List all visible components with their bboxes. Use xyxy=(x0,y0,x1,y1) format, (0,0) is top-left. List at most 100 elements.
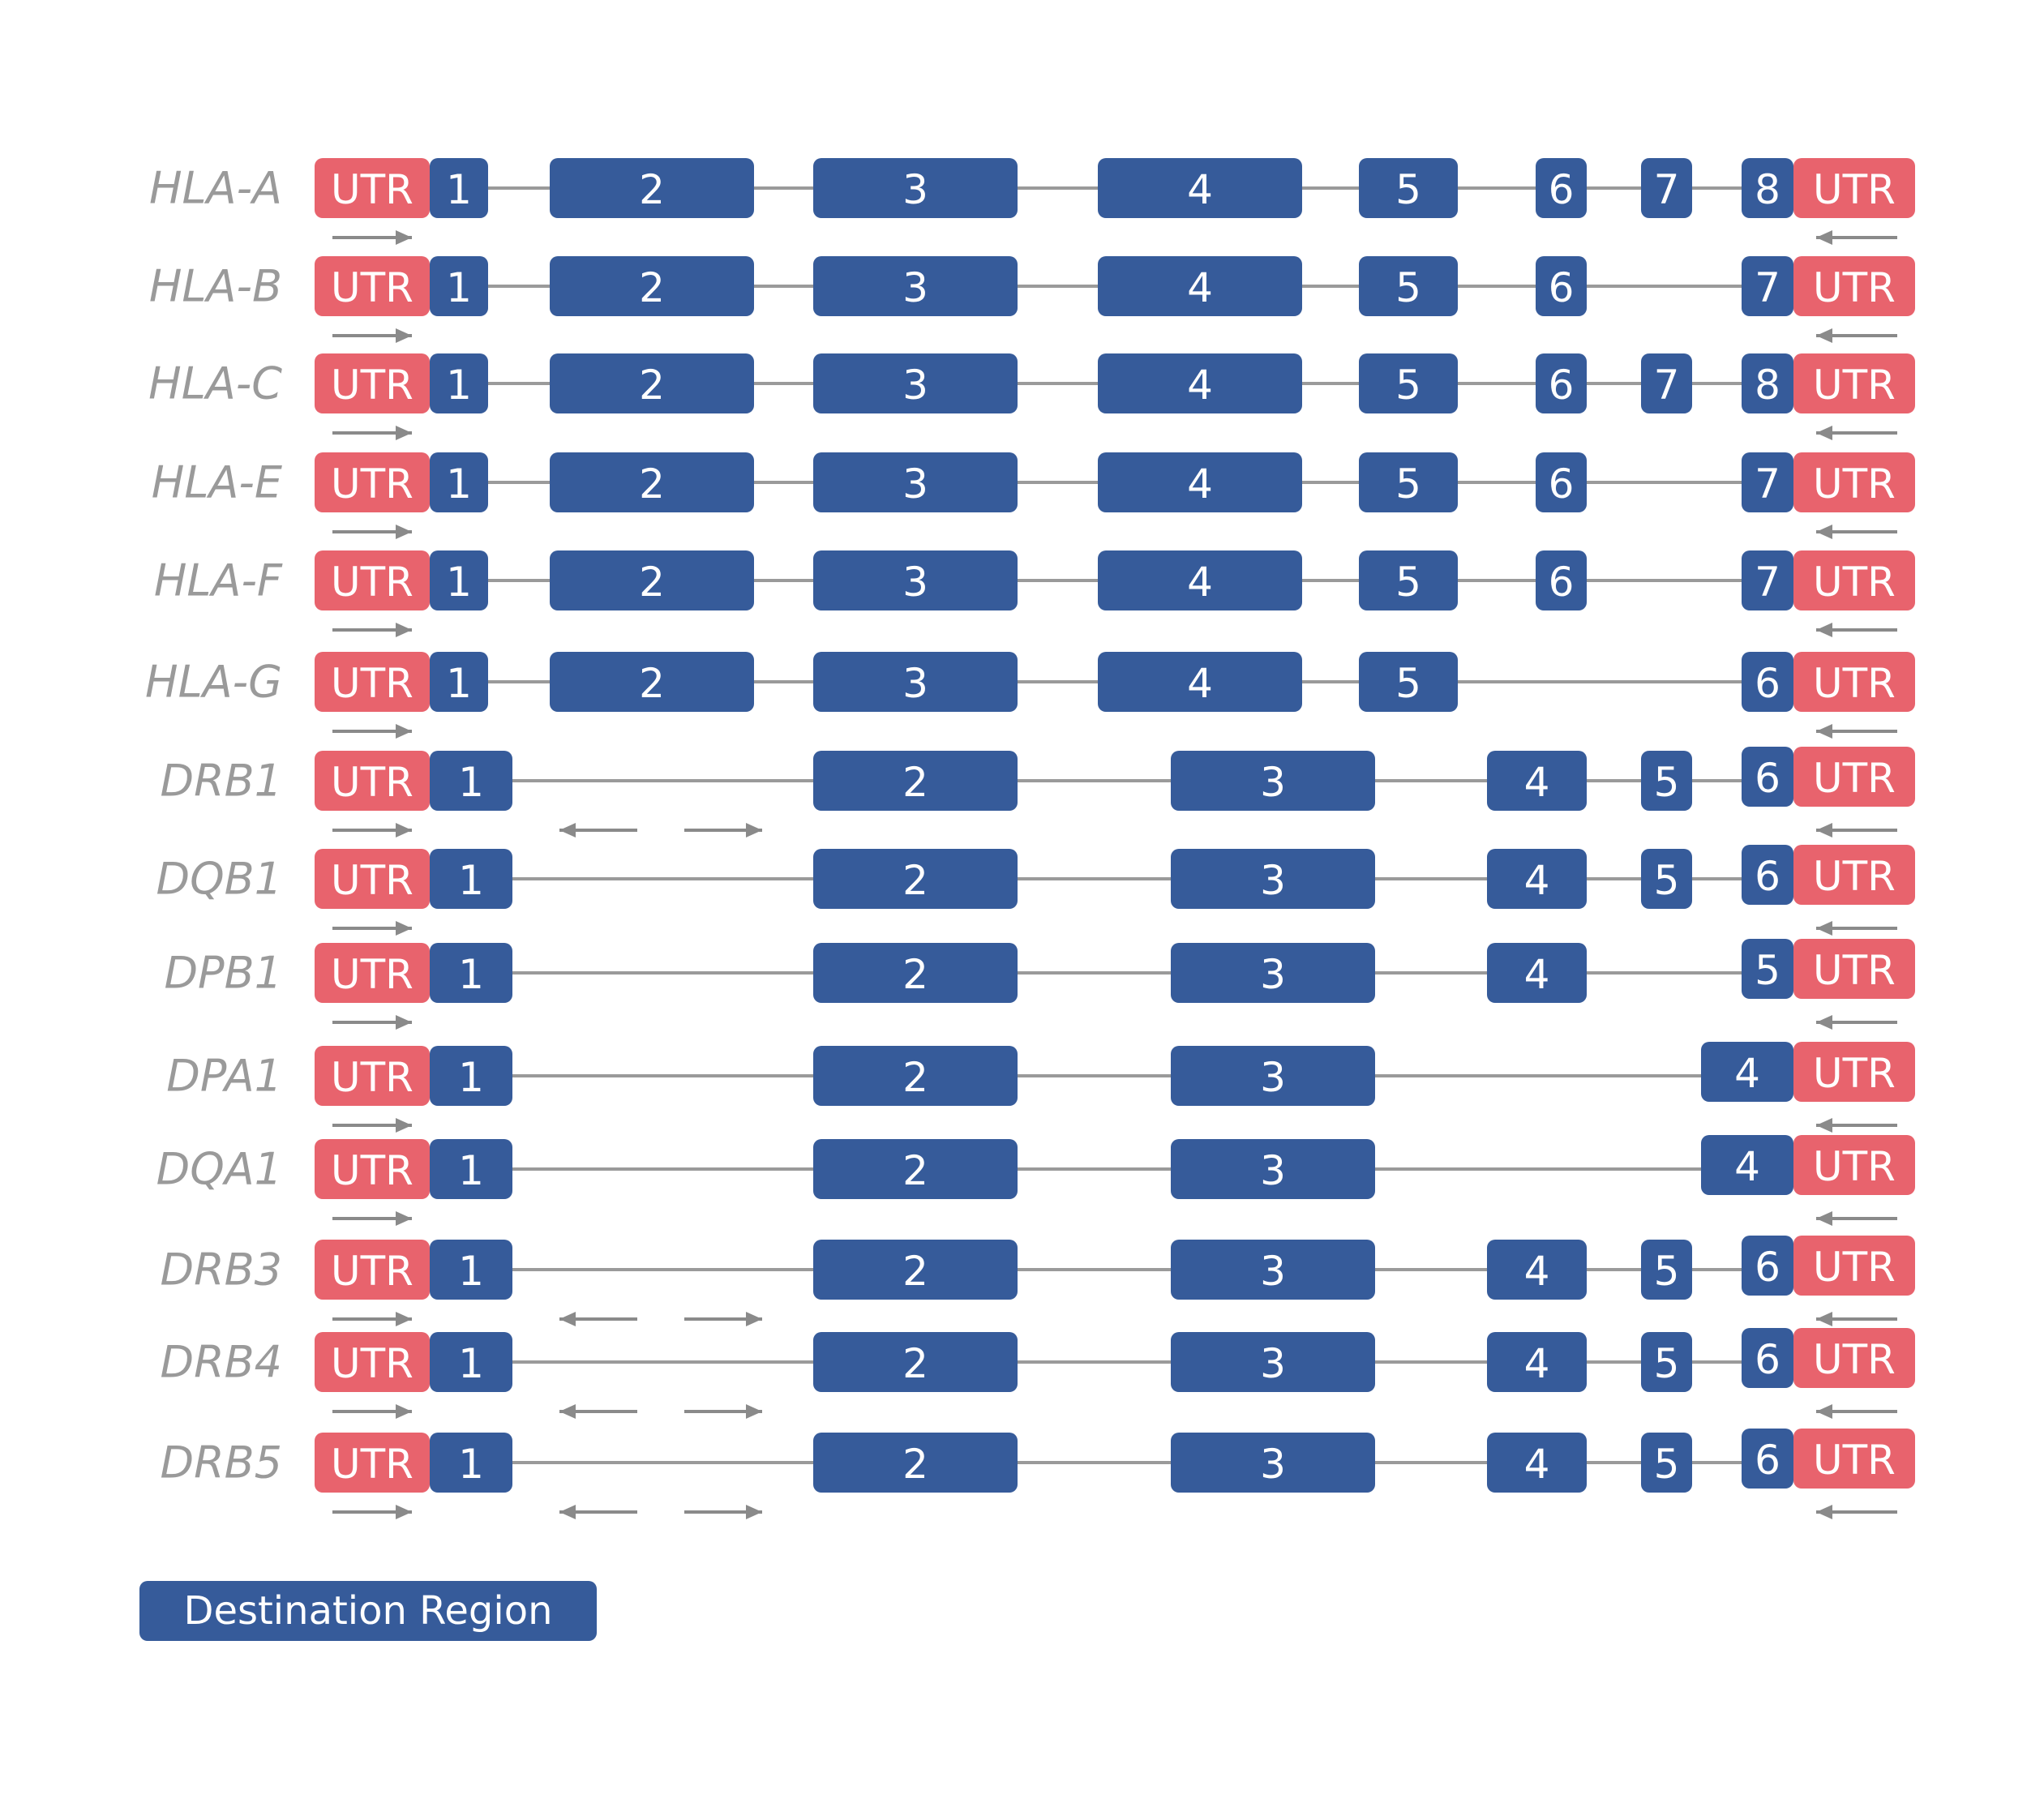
gene-row-drb3: DRB3 UTR UTR 1 2 3 4 5 6 xyxy=(160,1236,1915,1326)
arrow-left-icon xyxy=(1816,1312,1832,1326)
arrow-left-icon xyxy=(559,823,576,837)
utr-3prime xyxy=(1793,845,1915,905)
exon-number: 1 xyxy=(458,1248,484,1295)
arrow-left-icon xyxy=(1816,1505,1832,1519)
exon-number: 1 xyxy=(458,1441,484,1488)
exon-number: 3 xyxy=(1260,1147,1286,1194)
exon-number: 6 xyxy=(1755,1336,1780,1383)
arrow-left-icon xyxy=(559,1312,576,1326)
arrow-right-icon xyxy=(746,1404,762,1419)
exon-box xyxy=(813,652,1018,712)
exon-number: 7 xyxy=(1654,362,1680,409)
gene-label: HLA-B xyxy=(149,261,282,312)
exon-box xyxy=(1742,550,1793,610)
exon-number: 1 xyxy=(458,1147,484,1194)
utr-5prime xyxy=(315,550,430,610)
utr-3prime xyxy=(1793,353,1915,413)
exon-box xyxy=(1536,550,1587,610)
arrow-right-icon xyxy=(396,623,412,637)
exon-number: 3 xyxy=(1260,1248,1286,1295)
utr-3prime xyxy=(1793,652,1915,712)
exon-number: 1 xyxy=(446,166,472,213)
exon-box xyxy=(813,256,1018,316)
exon-box xyxy=(1171,943,1375,1003)
exon-box xyxy=(1098,452,1302,512)
exon-number: 1 xyxy=(458,1340,484,1387)
exon-number: 4 xyxy=(1524,951,1550,998)
utr-5prime xyxy=(315,1332,430,1392)
exon-box xyxy=(550,353,754,413)
exon-box xyxy=(1641,751,1692,811)
exon-box xyxy=(1171,1240,1375,1300)
exon-number: 1 xyxy=(458,951,484,998)
exon-box xyxy=(430,1332,512,1392)
exon-box xyxy=(1742,158,1793,218)
exon-number: 3 xyxy=(902,166,928,213)
utr-3prime xyxy=(1793,1236,1915,1296)
gene-row-drb1: DRB1 UTR UTR 1 2 3 4 5 6 xyxy=(160,747,1915,837)
utr-label: UTR xyxy=(1813,166,1896,213)
utr-3prime xyxy=(1793,158,1915,218)
exon-box xyxy=(1701,1135,1793,1195)
exon-box xyxy=(1487,1433,1587,1493)
exon-box xyxy=(430,256,488,316)
arrow-right-icon xyxy=(746,823,762,837)
exon-box xyxy=(1171,1332,1375,1392)
arrow-right-icon xyxy=(746,1312,762,1326)
gene-row-drb5: DRB5 UTR UTR 1 2 3 4 5 6 xyxy=(160,1429,1915,1519)
exon-box xyxy=(813,452,1018,512)
utr-label: UTR xyxy=(331,460,414,508)
utr-label: UTR xyxy=(331,759,414,806)
exon-number: 5 xyxy=(1395,460,1421,508)
exon-number: 4 xyxy=(1524,759,1550,806)
exon-box xyxy=(1536,353,1587,413)
arrow-right-icon xyxy=(746,1505,762,1519)
exon-number: 3 xyxy=(902,264,928,311)
exon-number: 1 xyxy=(458,759,484,806)
arrow-left-icon xyxy=(559,1505,576,1519)
arrow-right-icon xyxy=(396,1505,412,1519)
arrow-right-icon xyxy=(396,1312,412,1326)
utr-label: UTR xyxy=(331,1054,414,1101)
utr-label: UTR xyxy=(331,166,414,213)
exon-box xyxy=(1641,1332,1692,1392)
utr-5prime xyxy=(315,652,430,712)
arrow-left-icon xyxy=(1816,1211,1832,1226)
exon-box xyxy=(1359,550,1458,610)
exon-box xyxy=(430,1139,512,1199)
utr-5prime xyxy=(315,849,430,909)
gene-row-hla-a: HLA-A UTR UTR 1 2 3 4 5 6 7 8 xyxy=(149,158,1915,245)
exon-number: 1 xyxy=(446,559,472,606)
exon-number: 4 xyxy=(1524,1441,1550,1488)
exon-box xyxy=(1701,1042,1793,1102)
exon-box xyxy=(1742,1429,1793,1489)
exon-box xyxy=(1098,652,1302,712)
exon-number: 7 xyxy=(1755,559,1780,606)
exon-number: 7 xyxy=(1755,264,1780,311)
exon-box xyxy=(1487,1332,1587,1392)
exon-box xyxy=(813,550,1018,610)
exon-box xyxy=(550,452,754,512)
utr-3prime xyxy=(1793,550,1915,610)
exon-box xyxy=(1487,943,1587,1003)
exon-number: 2 xyxy=(902,1340,928,1387)
exon-box xyxy=(430,943,512,1003)
utr-label: UTR xyxy=(331,1248,414,1295)
arrow-left-icon xyxy=(559,1404,576,1419)
utr-5prime xyxy=(315,1046,430,1106)
gene-label: DPA1 xyxy=(166,1051,282,1102)
arrow-left-icon xyxy=(1816,328,1832,343)
arrow-right-icon xyxy=(396,1404,412,1419)
exon-number: 6 xyxy=(1755,853,1780,900)
exon-number: 6 xyxy=(1755,660,1780,707)
arrow-right-icon xyxy=(396,921,412,936)
exon-box xyxy=(1742,845,1793,905)
utr-label: UTR xyxy=(331,1340,414,1387)
exon-number: 2 xyxy=(639,460,665,508)
utr-3prime xyxy=(1793,452,1915,512)
exon-number: 1 xyxy=(446,460,472,508)
utr-3prime xyxy=(1793,1429,1915,1489)
exon-number: 2 xyxy=(902,759,928,806)
exon-number: 5 xyxy=(1654,1248,1680,1295)
